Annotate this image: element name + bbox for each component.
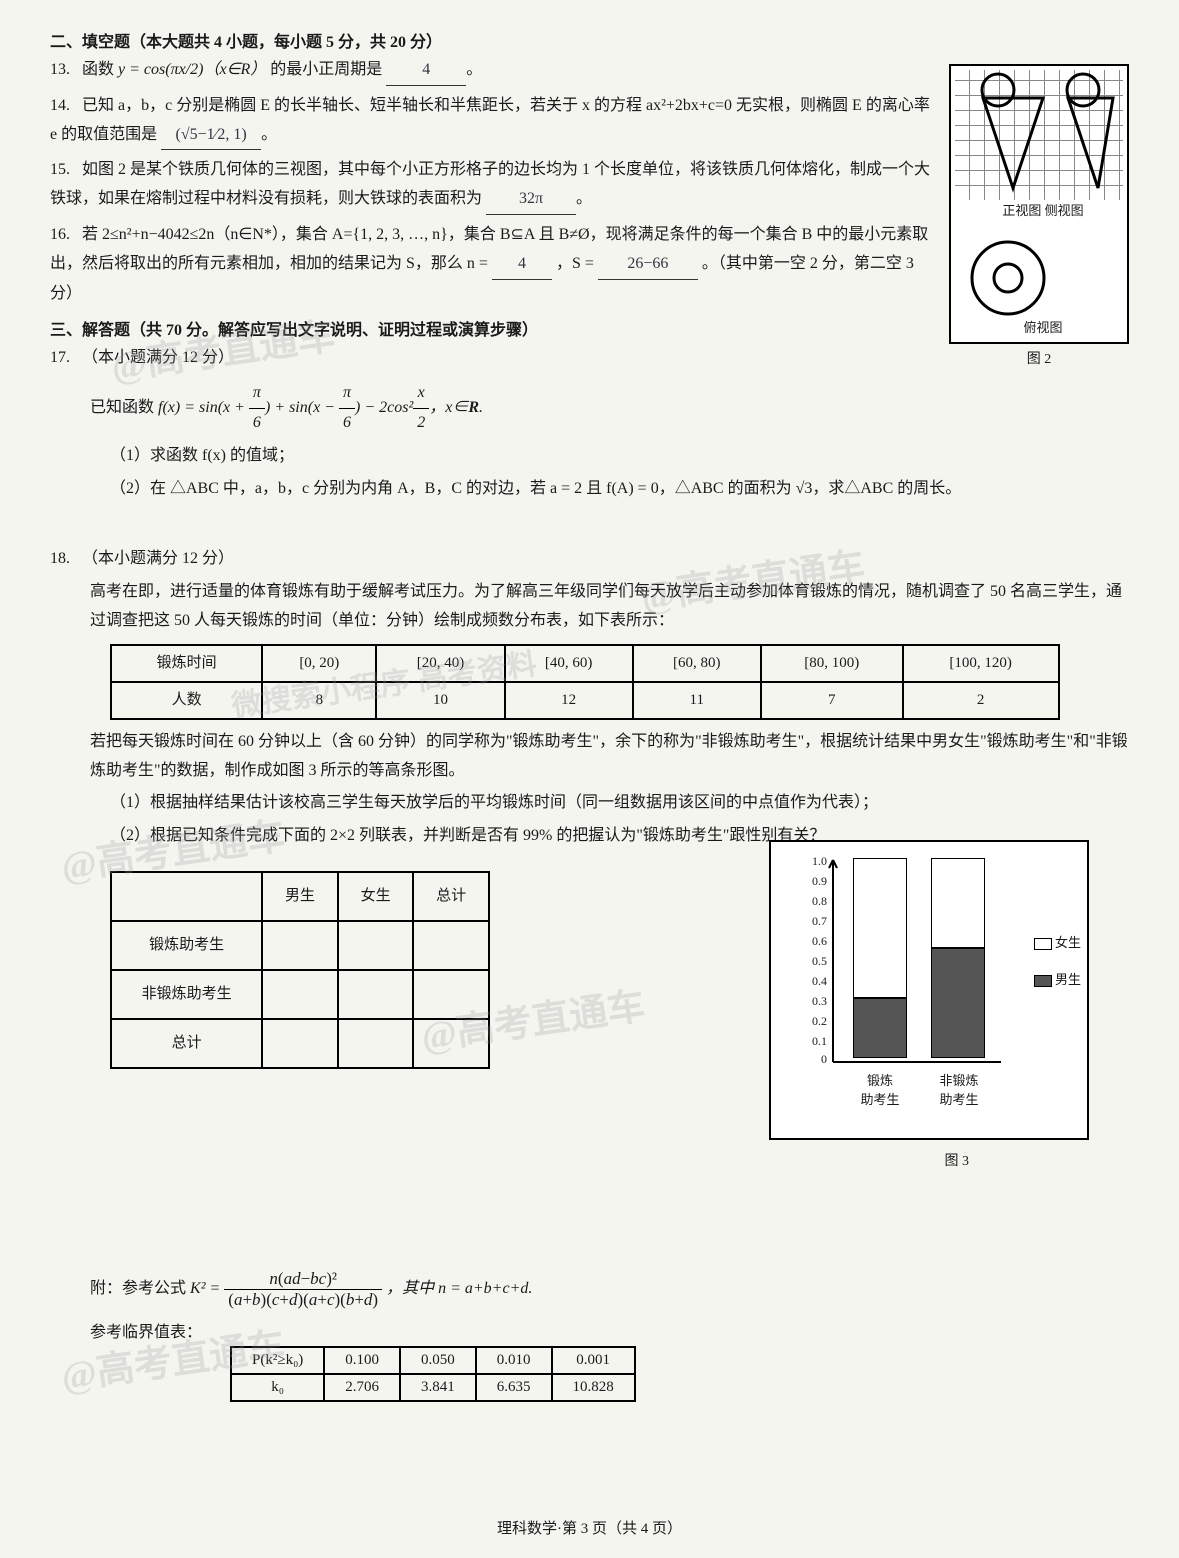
q17-title: （本小题满分 12 分） — [82, 349, 234, 366]
figure2-bottom-label: 俯视图 — [955, 317, 1131, 336]
q18-num: 18. — [50, 545, 78, 574]
question-17: 17. （本小题满分 12 分） 已知函数 f(x) = sin(x + π6)… — [50, 344, 1129, 503]
crit-cell: 2.706 — [324, 1374, 400, 1401]
ct-cell — [111, 872, 262, 921]
figure2-top-label: 正视图 侧视图 — [955, 200, 1131, 219]
q16-num: 16. — [50, 221, 78, 250]
q17-num: 17. — [50, 344, 78, 373]
interval-cell: [100, 120) — [903, 645, 1059, 682]
bar1-female — [853, 858, 907, 998]
k2-formula-block: 附：参考公式 K² = n(ad−bc)² (a+b)(c+d)(a+c)(b+… — [90, 1269, 1129, 1310]
crit-cell: P(k²≥k₀) — [231, 1347, 324, 1374]
interval-cell: [0, 20) — [262, 645, 376, 682]
bar2-male — [931, 948, 985, 1058]
q17-text1: 已知函数 — [90, 399, 158, 416]
ct-cell: 总计 — [413, 872, 489, 921]
count-cell: 7 — [761, 682, 903, 719]
ct-cell: 锻炼助考生 — [111, 921, 262, 970]
bar2-female — [931, 858, 985, 948]
crit-cell: 10.828 — [552, 1374, 635, 1401]
legend-label: 男生 — [1055, 972, 1081, 987]
xlabel1: 锻炼 助考生 — [845, 1070, 915, 1108]
freq-table: 锻炼时间 [0, 20) [20, 40) [40, 60) [60, 80) … — [110, 644, 1060, 720]
q18-title: （本小题满分 12 分） — [82, 550, 234, 567]
q14-answer: (√5−1⁄2, 1) — [161, 121, 261, 151]
q17-sub1: （1）求函数 f(x) 的值域； — [110, 442, 1129, 471]
q15-num: 15. — [50, 156, 78, 185]
count-cell: 11 — [633, 682, 761, 719]
crit-cell: 3.841 — [400, 1374, 476, 1401]
q13-answer: 4 — [386, 56, 466, 86]
freq-row-header: 人数 — [111, 682, 262, 719]
ct-cell: 非锻炼助考生 — [111, 970, 262, 1019]
chart-figure-3: 1.0 0.9 0.8 0.7 0.6 0.5 0.4 0.3 0.2 0.1 … — [769, 840, 1089, 1140]
figure3-caption: 图 3 — [945, 1150, 970, 1170]
crit-cell: k₀ — [231, 1374, 324, 1401]
q13-num: 13. — [50, 56, 78, 85]
q15-answer: 32π — [486, 185, 576, 215]
count-cell: 8 — [262, 682, 376, 719]
section2-header: 二、填空题（本大题共 4 小题，每小题 5 分，共 20 分） — [50, 28, 1129, 52]
bar1-male — [853, 998, 907, 1058]
interval-cell: [60, 80) — [633, 645, 761, 682]
q18-sub1: （1）根据抽样结果估计该校高三学生每天放学后的平均锻炼时间（同一组数据用该区间的… — [110, 789, 1129, 818]
q18-mid-text: 若把每天锻炼时间在 60 分钟以上（含 60 分钟）的同学称为"锻炼助考生"，余… — [90, 728, 1129, 786]
q16-text2: ，S = — [556, 255, 594, 272]
interval-cell: [80, 100) — [761, 645, 903, 682]
q13-text-a: 函数 — [82, 61, 118, 78]
q13-text-b: 的最小正周期是 — [270, 61, 382, 78]
q17-sub2: （2）在 △ABC 中，a，b，c 分别为内角 A，B，C 的对边，若 a = … — [110, 475, 1129, 504]
ct-cell: 总计 — [111, 1019, 262, 1068]
count-cell: 10 — [376, 682, 504, 719]
freq-row-header: 锻炼时间 — [111, 645, 262, 682]
formula-label: 附：参考公式 — [90, 1280, 190, 1297]
figure-2: 正视图 侧视图 俯视图 图 2 — [949, 64, 1129, 368]
figure2-caption: 图 2 — [949, 348, 1129, 368]
chart-legend: 女生 男生 — [1034, 932, 1081, 988]
legend-label: 女生 — [1055, 935, 1081, 950]
crit-cell: 6.635 — [476, 1374, 552, 1401]
q13-formula: y = cos(πx/2)（x∈R） — [118, 61, 266, 78]
crit-cell: 0.010 — [476, 1347, 552, 1374]
count-cell: 2 — [903, 682, 1059, 719]
xlabel2: 非锻炼 助考生 — [921, 1070, 997, 1108]
crit-label: 参考临界值表： — [90, 1318, 1129, 1342]
crit-cell: 0.050 — [400, 1347, 476, 1374]
interval-cell: [20, 40) — [376, 645, 504, 682]
page-footer: 理科数学·第 3 页（共 4 页） — [0, 1517, 1179, 1538]
q18-intro: 高考在即，进行适量的体育锻炼有助于缓解考试压力。为了解高三年级同学们每天放学后主… — [90, 578, 1129, 636]
q14-num: 14. — [50, 92, 78, 121]
q17-formula: f(x) = sin(x + π6) + sin(x − π6) − 2cos²… — [158, 399, 483, 416]
interval-cell: [40, 60) — [505, 645, 633, 682]
ct-cell: 女生 — [338, 872, 414, 921]
crit-cell: 0.100 — [324, 1347, 400, 1374]
q16-answer2: 26−66 — [598, 250, 698, 280]
count-cell: 12 — [505, 682, 633, 719]
q16-answer1: 4 — [492, 250, 552, 280]
critical-value-table: P(k²≥k₀) 0.100 0.050 0.010 0.001 k₀ 2.70… — [230, 1346, 636, 1402]
crit-cell: 0.001 — [552, 1347, 635, 1374]
ct-cell: 男生 — [262, 872, 338, 921]
contingency-table: 男生 女生 总计 锻炼助考生 非锻炼助考生 总计 — [110, 871, 490, 1069]
